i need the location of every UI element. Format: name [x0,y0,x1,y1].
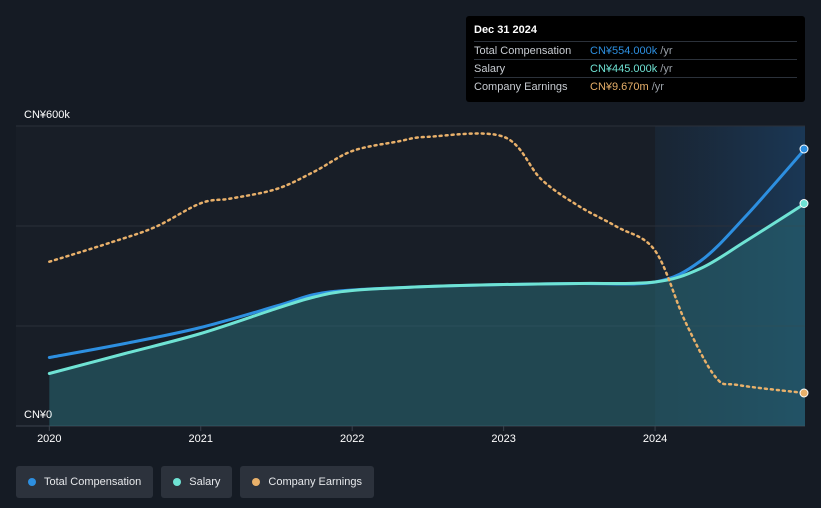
legend-dot-icon [252,478,261,486]
legend-label: Total Compensation [44,476,142,488]
tooltip-date: Dec 31 2024 [474,24,537,36]
tooltip-row-salary: Salary CN¥445.000k /yr [474,59,797,77]
tooltip-unit: /yr [660,44,673,57]
legend-item-total-compensation[interactable]: Total Compensation [16,466,154,498]
tooltip-value: CN¥9.670m [590,80,649,93]
legend-item-company-earnings[interactable]: Company Earnings [240,466,374,498]
tooltip-value: CN¥554.000k [590,44,658,57]
x-axis-ticks: 2020 2021 2022 2023 2024 [37,426,667,445]
legend-label: Salary [189,476,221,488]
x-tick-label: 2021 [189,433,213,445]
chart-legend: Total Compensation Salary Company Earnin… [16,466,374,498]
tooltip-row-total-compensation: Total Compensation CN¥554.000k /yr [474,41,797,59]
salary-area [49,203,805,426]
company-earnings-end-marker [799,388,809,398]
tooltip-unit: /yr [651,80,664,93]
tooltip-panel: Dec 31 2024 Total Compensation CN¥554.00… [466,16,805,102]
y-tick-label: CN¥600k [24,109,70,121]
y-tick-label: CN¥0 [24,409,52,421]
tooltip-unit: /yr [660,62,673,75]
tooltip-label: Total Compensation [474,44,572,57]
series-end-markers [799,144,809,398]
tooltip-row-company-earnings: Company Earnings CN¥9.670m /yr [474,77,797,95]
legend-dot-icon [173,478,182,486]
x-tick-label: 2022 [340,433,364,445]
legend-dot-icon [28,478,36,486]
salary-end-marker [799,199,809,208]
tooltip-value: CN¥445.000k [590,62,658,75]
tooltip-label: Company Earnings [474,80,568,93]
salary-line [47,202,807,375]
company-earnings-line [48,132,807,395]
legend-label: Company Earnings [268,476,362,488]
x-tick-label: 2024 [643,433,667,445]
y-axis-ticks: CN¥600k CN¥0 [24,109,70,421]
tooltip-label: Salary [474,62,506,75]
legend-item-salary[interactable]: Salary [161,466,233,498]
x-tick-label: 2023 [491,433,515,445]
x-tick-label: 2020 [37,433,61,445]
total-compensation-end-marker [799,144,809,154]
